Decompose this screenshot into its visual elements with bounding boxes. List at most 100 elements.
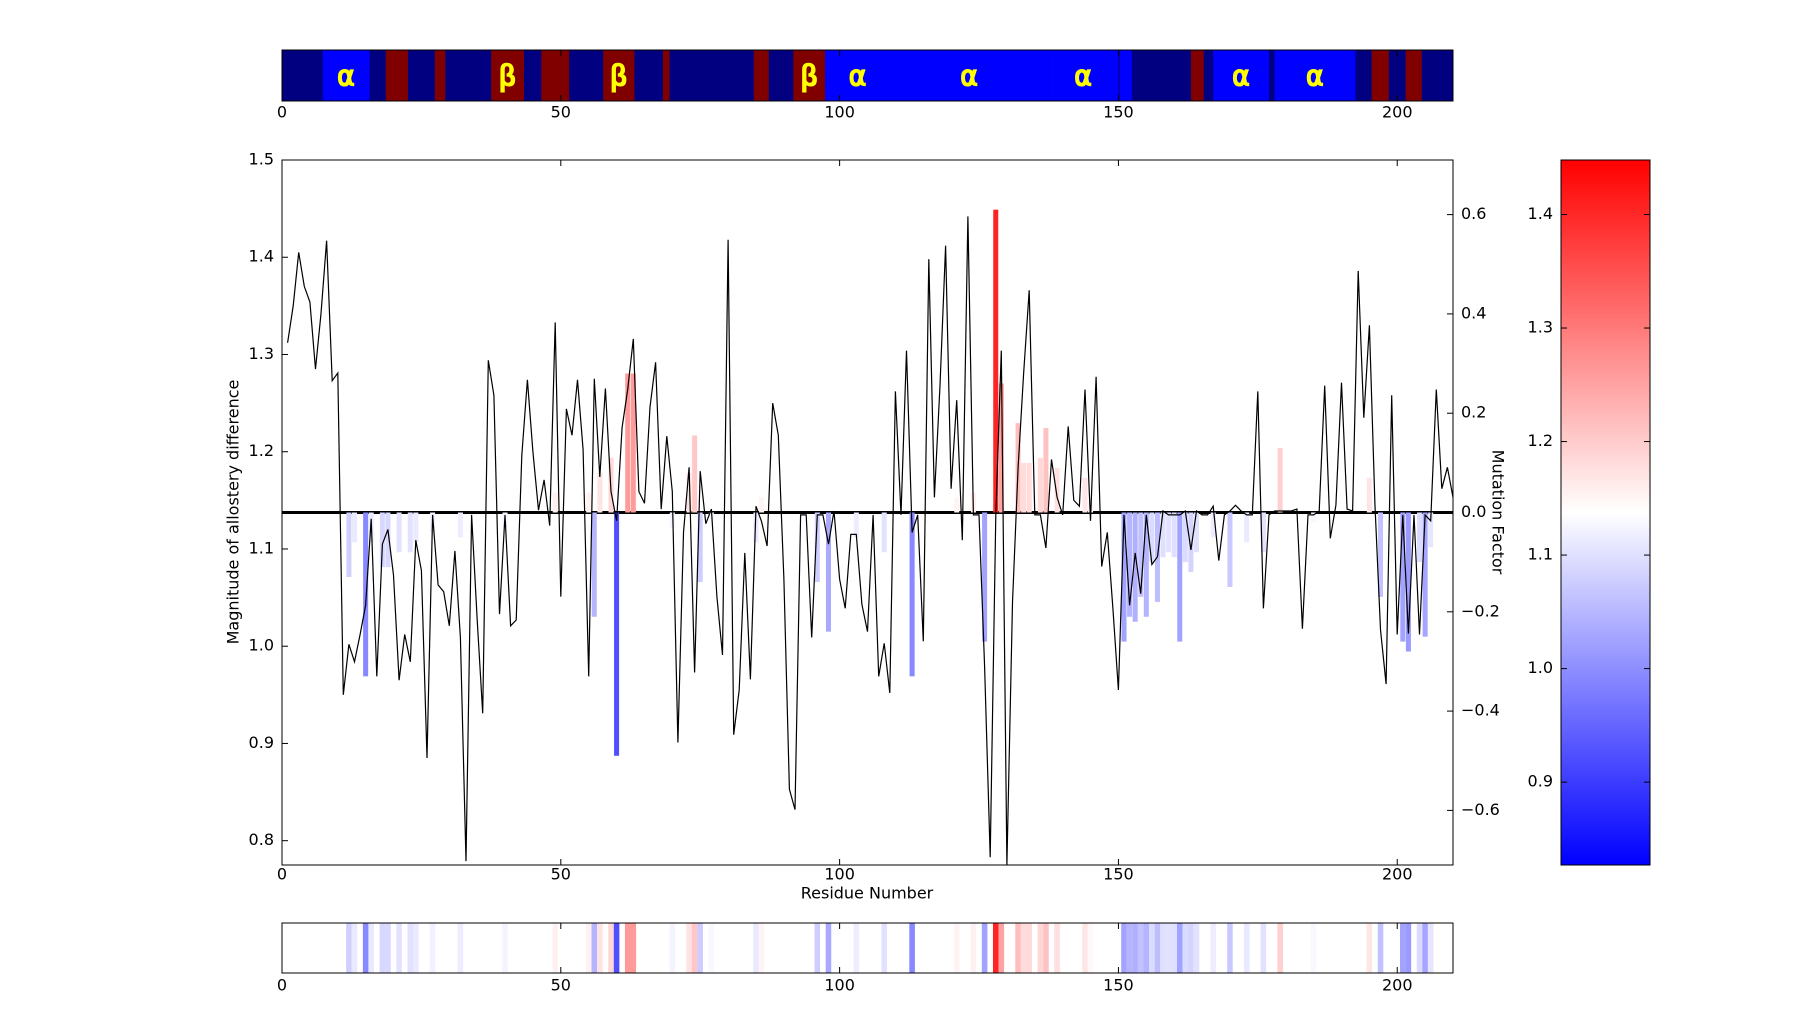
bar xyxy=(954,497,960,513)
heat-cell xyxy=(1400,923,1406,973)
x-tick-label: 50 xyxy=(551,976,571,995)
y-tick-label: 1.0 xyxy=(249,636,274,655)
colorbar xyxy=(1560,159,1651,866)
structure-label: α xyxy=(960,59,978,94)
x-tick-label: 100 xyxy=(824,865,855,884)
structure-label: β xyxy=(800,59,818,94)
bar xyxy=(413,512,419,543)
bar xyxy=(396,512,402,553)
heat-cell xyxy=(1121,923,1127,973)
heat-cell xyxy=(1154,923,1161,973)
heat-cell xyxy=(1165,923,1172,973)
x-axis-title: Residue Number xyxy=(801,884,934,903)
heat-cell xyxy=(853,923,860,973)
y-tick-label: 0.8 xyxy=(249,830,274,849)
bar xyxy=(998,383,1004,513)
heat-cell xyxy=(909,923,915,973)
heat-cell xyxy=(669,923,676,973)
structure-segment xyxy=(662,50,670,101)
bar xyxy=(1405,512,1411,652)
bar xyxy=(1143,512,1149,617)
heat-cell xyxy=(1210,923,1217,973)
y2-tick-label: −0.4 xyxy=(1461,701,1500,720)
structure-segment xyxy=(793,50,826,101)
heat-cell xyxy=(981,923,988,973)
bar xyxy=(1428,512,1434,548)
bar xyxy=(586,492,592,513)
colorbar-tick-label: 1.0 xyxy=(1528,658,1553,677)
heat-cell xyxy=(368,923,375,973)
bar xyxy=(909,512,915,677)
heat-cell xyxy=(1054,923,1060,973)
heat-cell xyxy=(362,923,369,973)
heat-cell xyxy=(1366,923,1373,973)
bar xyxy=(1054,467,1060,513)
heat-cell xyxy=(1227,923,1233,973)
bar xyxy=(1171,512,1177,558)
heat-cell xyxy=(346,923,352,973)
bar xyxy=(1160,512,1166,558)
bar xyxy=(1227,512,1233,587)
bar xyxy=(1277,447,1283,513)
heat-cell xyxy=(758,923,765,973)
bar xyxy=(1127,512,1133,617)
bar xyxy=(753,512,759,543)
colorbar-tick-label: 1.1 xyxy=(1528,545,1553,564)
heat-cell xyxy=(998,923,1005,973)
y-tick-label: 1.1 xyxy=(249,538,274,557)
bar xyxy=(1260,512,1266,553)
bar xyxy=(385,512,391,568)
bar xyxy=(1182,512,1188,563)
bar xyxy=(881,512,887,553)
structure-segment xyxy=(603,50,635,101)
y-axis-title: Magnitude of allostery difference xyxy=(224,380,243,645)
x-tick-label: 150 xyxy=(1103,103,1134,122)
heat-cell xyxy=(1137,923,1144,973)
heat-cell xyxy=(1405,923,1412,973)
y-tick-label: 1.4 xyxy=(249,247,274,266)
heat-cell xyxy=(351,923,358,973)
heat-cell xyxy=(624,923,631,973)
heat-cell xyxy=(708,923,715,973)
structure-label: β xyxy=(499,59,517,94)
heat-cell xyxy=(1043,923,1049,973)
bar xyxy=(1132,512,1138,622)
heat-cell xyxy=(457,923,464,973)
structure-label: β xyxy=(610,59,628,94)
structure-segment xyxy=(1190,50,1204,101)
x-tick-label: 0 xyxy=(277,976,287,995)
structure-segment xyxy=(1213,50,1269,101)
bar xyxy=(982,512,988,642)
bar xyxy=(692,435,698,513)
y-tick-label: 1.2 xyxy=(249,441,274,460)
bar xyxy=(1400,512,1406,642)
bar xyxy=(1037,457,1043,513)
heat-cell xyxy=(825,923,832,973)
x-tick-label: 50 xyxy=(551,865,571,884)
heat-cell xyxy=(613,923,620,973)
heat-cell xyxy=(1176,923,1183,973)
heat-cell xyxy=(753,923,759,973)
x-tick-label: 100 xyxy=(824,103,855,122)
heat-cell xyxy=(379,923,386,973)
structure-segment xyxy=(385,50,409,101)
heat-cell xyxy=(1422,923,1428,973)
x-tick-label: 200 xyxy=(1382,103,1413,122)
bar xyxy=(597,472,603,513)
heat-cell xyxy=(1171,923,1177,973)
heat-cell xyxy=(1277,923,1283,973)
bar xyxy=(993,209,999,513)
structure-label: α xyxy=(337,59,355,94)
heat-cell xyxy=(953,923,960,973)
y2-tick-label: 0.0 xyxy=(1461,502,1486,521)
bar xyxy=(346,512,352,578)
heat-cell xyxy=(429,923,436,973)
bar xyxy=(825,512,831,632)
bar xyxy=(591,512,597,617)
heat-cell xyxy=(1132,923,1138,973)
bar xyxy=(1193,512,1200,553)
y-tick-label: 0.9 xyxy=(249,733,274,752)
heat-cell xyxy=(1143,923,1150,973)
bar xyxy=(1177,512,1183,642)
